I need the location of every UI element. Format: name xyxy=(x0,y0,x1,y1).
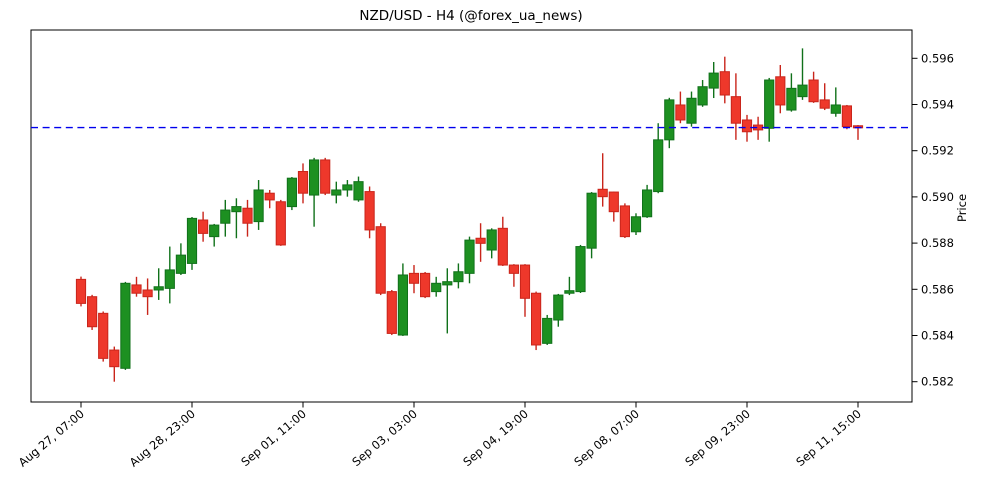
candle-body-17 xyxy=(264,192,275,201)
candle-body-35 xyxy=(464,239,475,274)
candle-body-68 xyxy=(830,104,841,114)
y-tick-label: 0.588 xyxy=(921,236,954,250)
x-tick-label: Sep 01, 11:00 xyxy=(238,407,309,469)
candle-body-10 xyxy=(186,217,198,264)
candle-body-60 xyxy=(741,119,753,133)
x-tick-label: Sep 09, 23:00 xyxy=(682,407,753,469)
candle-body-8 xyxy=(164,269,175,289)
candle-body-43 xyxy=(553,294,564,321)
candle-body-46 xyxy=(586,192,597,249)
candle-body-26 xyxy=(364,191,375,231)
candle-body-1 xyxy=(87,296,98,328)
candle-body-65 xyxy=(797,84,808,98)
candle-body-20 xyxy=(297,170,309,194)
candle-body-40 xyxy=(519,264,531,299)
candle-body-22 xyxy=(320,159,331,194)
candle-body-25 xyxy=(353,181,364,201)
candle-body-53 xyxy=(664,99,675,141)
x-tick-label: Sep 08, 07:00 xyxy=(571,407,642,469)
candle-body-66 xyxy=(808,79,819,103)
candle-body-62 xyxy=(764,79,775,129)
candle-body-48 xyxy=(608,191,619,213)
x-tick-label: Aug 28, 23:00 xyxy=(127,407,198,470)
x-tick-label: Sep 11, 15:00 xyxy=(793,407,864,469)
candle-body-69 xyxy=(841,105,852,128)
candle-body-23 xyxy=(331,189,342,196)
candle-body-42 xyxy=(542,317,553,344)
candle-body-38 xyxy=(497,227,508,266)
candle-body-6 xyxy=(142,289,153,298)
candle-body-32 xyxy=(431,282,442,293)
candle-body-56 xyxy=(697,86,708,106)
candle-body-47 xyxy=(597,188,608,198)
x-tick-label: Aug 27, 07:00 xyxy=(16,407,87,470)
candle-body-58 xyxy=(719,71,730,96)
y-tick-label: 0.584 xyxy=(921,329,954,343)
candle-body-18 xyxy=(275,201,286,246)
candle-body-27 xyxy=(375,226,386,294)
candle-body-64 xyxy=(786,87,797,111)
candle-body-45 xyxy=(575,246,586,293)
candle-body-39 xyxy=(508,264,519,274)
candle-body-19 xyxy=(286,177,297,208)
candle-body-7 xyxy=(153,286,164,291)
candle-body-2 xyxy=(98,312,109,359)
candle-body-36 xyxy=(475,237,486,244)
x-tick-label: Sep 04, 19:00 xyxy=(460,407,531,469)
candle-body-49 xyxy=(619,205,630,238)
plot-border xyxy=(30,29,913,403)
candle-body-29 xyxy=(397,274,408,336)
candle-body-14 xyxy=(231,206,242,213)
candle-body-33 xyxy=(442,281,453,286)
candle-body-63 xyxy=(775,76,786,106)
candle-body-28 xyxy=(386,291,397,334)
candle-body-0 xyxy=(75,278,87,304)
candle-body-16 xyxy=(253,189,264,223)
candle-body-34 xyxy=(453,271,464,283)
candle-body-44 xyxy=(564,290,575,294)
chart-title: NZD/USD - H4 (@forex_ua_news) xyxy=(359,8,582,24)
candle-body-3 xyxy=(109,349,120,368)
candle-body-59 xyxy=(730,96,741,124)
y-axis-title: Price xyxy=(955,194,969,222)
candle-body-9 xyxy=(175,254,187,274)
y-tick-label: 0.594 xyxy=(921,98,954,112)
candle-body-11 xyxy=(198,219,209,234)
candle-body-24 xyxy=(342,184,353,191)
y-tick-label: 0.586 xyxy=(921,282,954,296)
candle-body-4 xyxy=(120,282,131,369)
y-tick-label: 0.596 xyxy=(921,51,954,65)
candle-body-52 xyxy=(653,139,664,193)
candle-body-30 xyxy=(408,272,420,284)
candle-body-57 xyxy=(708,72,719,89)
candle-body-5 xyxy=(131,284,142,294)
candle-body-31 xyxy=(420,272,431,298)
x-tick-label: Sep 03, 03:00 xyxy=(349,407,420,469)
candle-body-13 xyxy=(220,209,231,224)
candle-body-54 xyxy=(675,104,686,121)
y-tick-label: 0.592 xyxy=(921,144,954,158)
candle-body-15 xyxy=(242,207,253,224)
candle-body-37 xyxy=(486,229,497,251)
y-tick-label: 0.590 xyxy=(921,190,954,204)
candle-body-67 xyxy=(819,99,830,109)
candle-body-55 xyxy=(686,97,697,124)
candle-body-21 xyxy=(309,159,320,196)
y-tick-label: 0.582 xyxy=(921,375,954,389)
candle-body-12 xyxy=(209,224,220,238)
candle-body-51 xyxy=(642,189,653,218)
candle-body-50 xyxy=(630,216,642,233)
candle-body-41 xyxy=(531,292,542,346)
